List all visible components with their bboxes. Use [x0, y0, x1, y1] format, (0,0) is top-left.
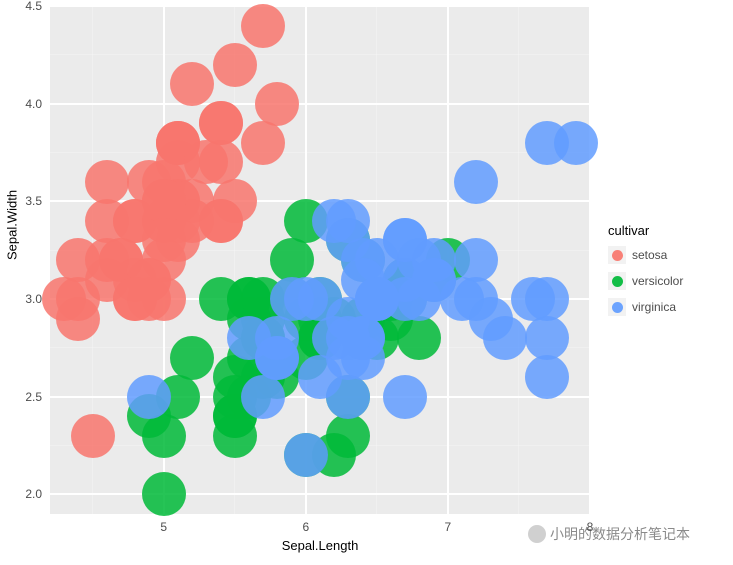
data-point: [142, 218, 186, 262]
data-point: [213, 43, 257, 87]
data-point: [255, 336, 299, 380]
legend-item: setosa: [608, 246, 683, 264]
data-point: [355, 277, 399, 321]
data-point: [241, 4, 285, 48]
data-point: [454, 277, 498, 321]
x-tick-label: 6: [302, 520, 309, 534]
data-point: [142, 472, 186, 516]
data-point: [142, 414, 186, 458]
legend-item: virginica: [608, 298, 683, 316]
data-point: [241, 375, 285, 419]
data-point: [383, 218, 427, 262]
watermark: 小明的数据分析笔记本: [528, 524, 690, 544]
x-tick-label: 5: [160, 520, 167, 534]
chart-container: Sepal.Length Sepal.Width cultivar setosa…: [0, 0, 733, 565]
legend-swatch: [608, 246, 626, 264]
data-point: [483, 316, 527, 360]
data-point: [554, 121, 598, 165]
gridline-major-v: [589, 6, 591, 514]
y-tick-label: 4.5: [25, 0, 42, 13]
data-point: [525, 316, 569, 360]
data-point: [454, 238, 498, 282]
legend-dot-icon: [612, 302, 623, 313]
data-point: [184, 140, 228, 184]
gridline-major-h: [50, 5, 590, 7]
data-point: [326, 375, 370, 419]
data-point: [270, 277, 314, 321]
data-point: [525, 355, 569, 399]
y-tick-label: 2.0: [25, 487, 42, 501]
data-point: [213, 179, 257, 223]
gridline-minor-h: [50, 152, 590, 153]
data-point: [170, 336, 214, 380]
x-axis-label: Sepal.Length: [282, 538, 359, 553]
data-point: [326, 414, 370, 458]
data-point: [454, 160, 498, 204]
legend-dot-icon: [612, 250, 623, 261]
data-point: [255, 82, 299, 126]
data-point: [270, 238, 314, 282]
data-point: [241, 121, 285, 165]
x-tick-label: 8: [587, 520, 594, 534]
y-tick-label: 3.5: [25, 194, 42, 208]
data-point: [71, 414, 115, 458]
data-point: [113, 277, 157, 321]
legend-swatch: [608, 298, 626, 316]
data-point: [56, 277, 100, 321]
data-point: [284, 433, 328, 477]
gridline-minor-h: [50, 54, 590, 55]
y-axis-label: Sepal.Width: [5, 190, 20, 260]
gridline-major-h: [50, 103, 590, 105]
data-point: [397, 316, 441, 360]
data-point: [127, 375, 171, 419]
gridline-minor-v: [518, 6, 519, 514]
legend-title: cultivar: [608, 223, 683, 238]
watermark-text: 小明的数据分析笔记本: [550, 524, 690, 544]
gridline-major-h: [50, 493, 590, 495]
legend-label: versicolor: [632, 274, 683, 288]
data-point: [312, 199, 356, 243]
legend-label: setosa: [632, 248, 667, 262]
data-point: [170, 62, 214, 106]
plot-panel: [50, 6, 590, 514]
legend-swatch: [608, 272, 626, 290]
y-tick-label: 4.0: [25, 97, 42, 111]
legend-label: virginica: [632, 300, 676, 314]
legend: cultivar setosa versicolor virginica: [608, 223, 683, 324]
data-point: [525, 277, 569, 321]
wechat-icon: [528, 525, 546, 543]
x-tick-label: 7: [445, 520, 452, 534]
y-tick-label: 3.0: [25, 292, 42, 306]
legend-dot-icon: [612, 276, 623, 287]
data-point: [326, 316, 370, 360]
data-point: [85, 160, 129, 204]
data-point: [199, 101, 243, 145]
data-point: [85, 238, 129, 282]
legend-item: versicolor: [608, 272, 683, 290]
y-tick-label: 2.5: [25, 390, 42, 404]
data-point: [383, 375, 427, 419]
data-point: [142, 179, 186, 223]
